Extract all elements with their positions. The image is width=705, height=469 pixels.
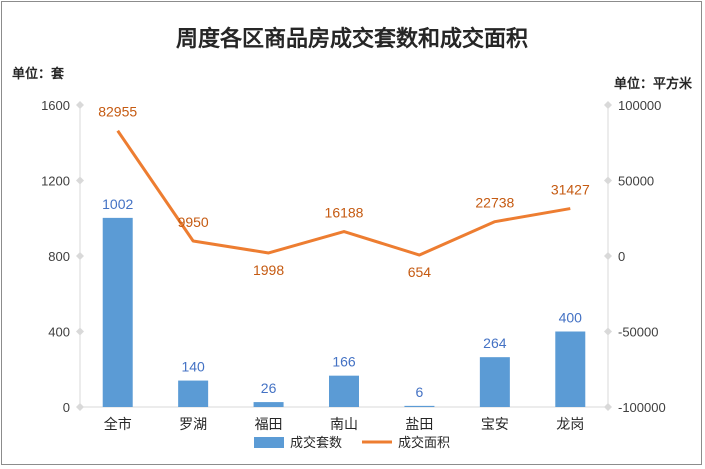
line-value-label: 31427: [551, 182, 590, 198]
line-value-label: 82955: [98, 104, 137, 120]
right-tick-marker: [604, 101, 612, 109]
x-tick-label: 福田: [255, 417, 283, 433]
bar: [253, 402, 284, 407]
line-path: [116, 129, 571, 257]
bar: [555, 331, 586, 407]
left-tick-label: 400: [48, 325, 70, 340]
right-tick-marker: [604, 327, 612, 336]
left-tick-label: 1600: [41, 98, 70, 113]
left-tick-marker: [76, 101, 84, 109]
right-tick-marker: [604, 252, 612, 260]
right-tick-marker: [604, 403, 612, 411]
right-tick-label: 100000: [618, 98, 661, 113]
bar: [479, 357, 510, 407]
right-tick-label: 50000: [618, 174, 654, 189]
axes: 0 400 800 1200 1600 -100000 -50000 0 50000 100000…: [41, 98, 666, 433]
bar-value-label: 1002: [102, 196, 133, 212]
right-axis-unit: 单位：平方米: [614, 76, 693, 92]
left-tick-marker: [76, 327, 84, 336]
legend-label-bar: 成交套数: [290, 435, 342, 451]
legend: 成交套数 成交面积: [254, 435, 450, 451]
bar-value-label: 6: [416, 384, 424, 400]
legend-swatch-bar: [254, 437, 284, 448]
bar-value-label: 26: [261, 380, 277, 396]
bar-value-label: 140: [181, 359, 205, 375]
x-tick-label: 南山: [330, 417, 358, 433]
line-value-label: 9950: [178, 214, 209, 230]
line-value-label: 22738: [475, 195, 514, 211]
line-value-label: 654: [408, 264, 432, 280]
bar: [178, 380, 209, 407]
x-tick-label: 龙岗: [556, 417, 584, 433]
left-tick-label: 0: [63, 400, 70, 415]
bar: [102, 217, 133, 407]
left-tick-label: 800: [48, 249, 70, 264]
right-tick-label: 0: [618, 249, 625, 264]
left-axis-unit: 单位：套: [12, 66, 65, 82]
right-tick-marker: [604, 176, 612, 185]
right-tick-label: -50000: [618, 325, 658, 340]
bar-value-label: 166: [332, 354, 356, 370]
data-labels: 1002 140 26 166 6 264 400 82955 9950 1998 16188 654…: [98, 104, 590, 400]
x-tick-label: 盐田: [405, 417, 433, 433]
right-tick-label: -100000: [618, 400, 666, 415]
chart-title: 周度各区商品房成交套数和成交面积: [176, 26, 528, 52]
x-tick-label: 全市: [104, 416, 132, 433]
legend-label-line: 成交面积: [398, 435, 450, 451]
bar-value-label: 264: [483, 335, 507, 351]
left-tick-label: 1200: [41, 174, 70, 189]
x-tick-label: 罗湖: [179, 417, 207, 433]
left-tick-marker: [76, 252, 84, 260]
bar: [329, 375, 359, 407]
bar: [404, 405, 435, 407]
line-series: [116, 129, 571, 257]
bar-series: [102, 217, 586, 407]
left-tick-marker: [76, 403, 84, 411]
bar-value-label: 400: [559, 310, 583, 326]
line-value-label: 16188: [325, 205, 364, 221]
left-tick-marker: [76, 176, 84, 185]
x-tick-label: 宝安: [481, 417, 509, 433]
line-value-label: 1998: [253, 262, 284, 278]
